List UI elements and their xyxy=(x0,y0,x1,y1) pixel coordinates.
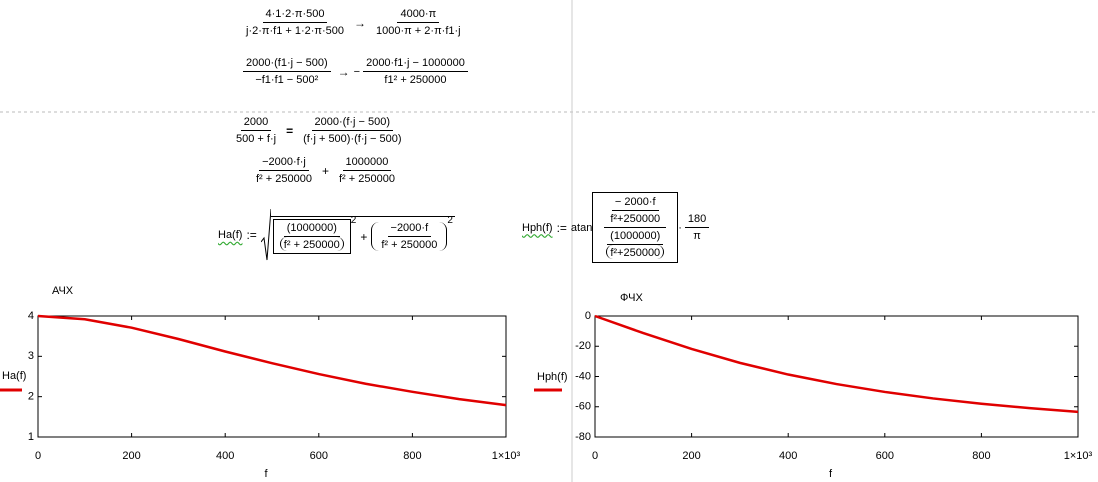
fraction: (1000000) f² + 250000 xyxy=(279,222,344,251)
sign: − xyxy=(353,65,361,78)
fraction: 2000·(f·j − 500) (f·j + 500)·(f·j − 500) xyxy=(300,116,404,145)
y-tick-label: 3 xyxy=(28,350,34,362)
numerator: 2000 xyxy=(240,116,272,131)
operator: → xyxy=(337,64,350,79)
operator: = xyxy=(286,123,294,138)
operator: := xyxy=(556,220,567,235)
fraction: − 2000·f f²+250000 (1000000) f²+250000 xyxy=(600,196,670,259)
function-name: Ha(f) xyxy=(218,229,243,241)
fraction: 4000·π 1000·π + 2·π·f1·j xyxy=(373,8,464,37)
operator: → xyxy=(354,15,367,30)
numerator: 1000000 xyxy=(342,156,392,171)
numerator: 4·1·2·π·500 xyxy=(262,8,328,23)
y-tick-label: 1 xyxy=(28,431,34,443)
operator: + xyxy=(360,229,368,244)
fraction: −2000·f·j f² + 250000 xyxy=(253,156,315,185)
numerator: (1000000) xyxy=(607,230,664,245)
radicand: (1000000) f² + 250000 2 + −2000·f f² + 250… xyxy=(270,215,455,254)
numerator: 2000·(f·j − 500) xyxy=(311,116,394,131)
fraction: 2000·f1·j − 1000000 f1² + 250000 xyxy=(363,57,468,86)
fraction: − 2000·f f²+250000 xyxy=(604,196,667,228)
y-tick-label: -80 xyxy=(575,431,591,443)
x-tick-label: 1×10³ xyxy=(1064,450,1093,462)
x-tick-label: 400 xyxy=(216,450,234,462)
y-tick-label: 2 xyxy=(28,391,34,403)
y-tick-label: -60 xyxy=(575,401,591,413)
function-name: Hph(f) xyxy=(522,221,553,234)
plot-frame xyxy=(594,315,1079,438)
x-tick-label: 400 xyxy=(779,450,797,462)
bracket: − 2000·f f²+250000 (1000000) f²+250000 xyxy=(592,192,679,263)
legend-label: Hph(f) xyxy=(537,371,568,383)
formula-ha: Ha(f) := (1000000) f² + 250000 2 + −2000·… xyxy=(218,208,455,262)
formula-row: 4·1·2·π·500 j·2·π·f1 + 1·2·π·500 → 4000·π… xyxy=(240,8,467,37)
fraction: 4·1·2·π·500 j·2·π·f1 + 1·2·π·500 xyxy=(243,8,347,37)
denominator: f1² + 250000 xyxy=(384,74,447,86)
y-tick-label: 0 xyxy=(585,310,591,322)
function: atan xyxy=(570,221,593,234)
formula-hph: Hph(f) := atan − 2000·f f²+250000 (100000… xyxy=(522,192,712,263)
fraction: −2000·f f² + 250000 xyxy=(378,222,440,251)
numerator: 2000·(f1·j − 500) xyxy=(243,57,331,72)
fraction: 2000·(f1·j − 500) −f1·f1 − 500² xyxy=(243,57,331,86)
denominator: j·2·π·f1 + 1·2·π·500 xyxy=(246,25,345,37)
y-tick-label: 4 xyxy=(28,310,34,322)
x-axis-label: f xyxy=(829,468,833,480)
x-tick-label: 1×10³ xyxy=(492,450,521,462)
fraction: 2000 500 + f·j xyxy=(233,116,279,145)
numerator: −2000·f xyxy=(387,222,432,237)
numerator: − 2000·f xyxy=(611,196,659,211)
denominator: f² + 250000 xyxy=(256,173,312,185)
x-tick-label: 0 xyxy=(592,450,598,462)
exponent: 2 xyxy=(447,215,453,226)
chart-title: АЧХ xyxy=(52,285,74,297)
fraction: 180 π xyxy=(684,213,710,242)
operator: + xyxy=(321,163,329,178)
numerator: (1000000) xyxy=(283,222,340,237)
formula-row: 2000·(f1·j − 500) −f1·f1 − 500² → − 2000·… xyxy=(240,57,471,86)
x-tick-label: 200 xyxy=(122,450,140,462)
x-tick-label: 200 xyxy=(682,450,700,462)
denominator: f² + 250000 xyxy=(279,237,344,251)
chart-title: ФЧХ xyxy=(620,292,643,304)
plot-frame xyxy=(37,315,507,438)
denominator: f² + 250000 xyxy=(338,173,395,185)
root-sign xyxy=(260,208,271,261)
x-tick-label: 800 xyxy=(403,450,421,462)
paren: −2000·f f² + 250000 xyxy=(371,222,448,251)
x-axis-label: f xyxy=(264,468,268,480)
denominator: f²+250000 xyxy=(610,213,661,225)
bracket: (1000000) f² + 250000 xyxy=(272,219,351,254)
numerator: 180 xyxy=(684,213,710,228)
denominator: f² + 250000 xyxy=(381,239,438,251)
formula-row: −2000·f·j f² + 250000 + 1000000 f² + 25000… xyxy=(250,156,401,185)
numerator: 4000·π xyxy=(397,8,440,23)
y-tick-label: -40 xyxy=(575,370,591,382)
denominator: 500 + f·j xyxy=(236,133,277,145)
denominator: f²+250000 xyxy=(606,245,665,259)
x-tick-label: 600 xyxy=(876,450,894,462)
denominator: (f·j + 500)·(f·j − 500) xyxy=(303,133,402,145)
x-tick-label: 0 xyxy=(35,450,41,462)
denominator: 1000·π + 2·π·f1·j xyxy=(376,25,461,37)
x-tick-label: 600 xyxy=(310,450,328,462)
exponent: 2 xyxy=(350,215,357,226)
fraction: (1000000) f²+250000 xyxy=(603,228,667,259)
data-line xyxy=(594,314,1079,414)
operator: · xyxy=(678,221,682,234)
data-line xyxy=(37,314,507,407)
fraction: 1000000 f² + 250000 xyxy=(336,156,398,185)
x-tick-label: 800 xyxy=(972,450,990,462)
denominator: π xyxy=(693,230,701,242)
formula-row: 2000 500 + f·j = 2000·(f·j − 500) (f·j + 5… xyxy=(230,116,408,145)
legend-label: Ha(f) xyxy=(2,370,26,382)
denominator: −f1·f1 − 500² xyxy=(255,74,319,86)
y-tick-label: -20 xyxy=(575,340,591,352)
numerator: −2000·f·j xyxy=(259,156,309,171)
numerator: 2000·f1·j − 1000000 xyxy=(363,57,468,72)
operator: := xyxy=(246,228,257,242)
